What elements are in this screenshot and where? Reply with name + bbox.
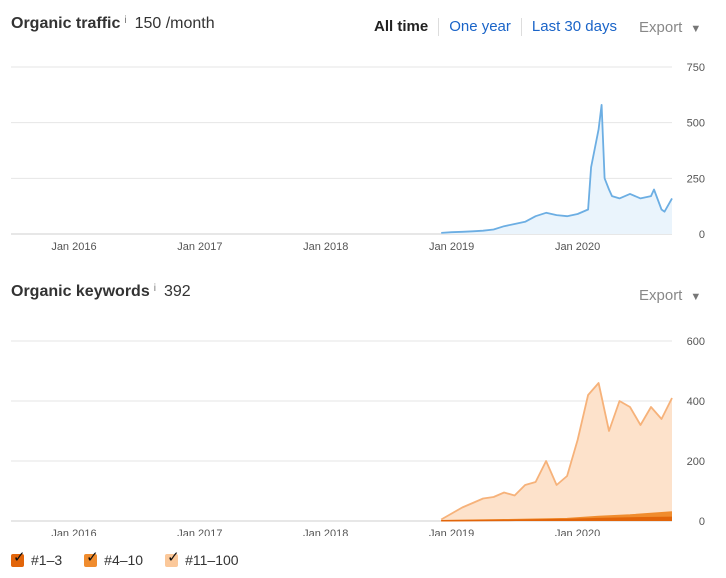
legend-item-11-100[interactable]: ✓ #11–100 [165, 550, 239, 568]
checkmark-icon: ✓ [13, 548, 26, 566]
traffic-series-line-0 [441, 104, 673, 234]
checkmark-icon: ✓ [167, 548, 180, 566]
time-range-tabs: All time One year Last 30 days [364, 18, 627, 36]
y-tick-label: 0 [699, 516, 705, 528]
y-tick-label: 250 [687, 173, 705, 185]
legend-label: #1–3 [31, 552, 63, 568]
info-icon[interactable]: i [124, 15, 127, 26]
x-tick-label: Jan 2016 [51, 528, 96, 536]
keywords-series-line-0 [441, 516, 673, 522]
organic-traffic-title: Organic traffic [11, 15, 121, 32]
keywords-series-line-2 [440, 382, 673, 521]
export-label: Export [639, 287, 683, 304]
info-icon[interactable]: i [153, 283, 156, 294]
y-tick-label: 500 [687, 118, 705, 130]
tab-last-30-days[interactable]: Last 30 days [531, 18, 617, 35]
organic-traffic-header: Organic traffic i 150 /month [11, 15, 215, 33]
organic-keywords-header: Organic keywords i 392 [11, 283, 191, 301]
traffic-export-button[interactable]: Export ▼ [639, 19, 701, 36]
keywords-legend: ✓ #1–3 ✓ #4–10 ✓ #11–100 [11, 550, 261, 568]
y-tick-label: 200 [687, 456, 705, 468]
organic-traffic-chart: 0 250 500 750 Jan 2016 Jan 2017 Jan 2018 Jan 20… [11, 62, 705, 253]
x-tick-label: Jan 2016 [51, 241, 96, 253]
legend-item-top-3[interactable]: ✓ #1–3 [11, 550, 63, 568]
checkbox-icon[interactable]: ✓ [165, 550, 180, 567]
x-tick-label: Jan 2017 [177, 241, 222, 253]
x-tick-label: Jan 2019 [429, 528, 474, 536]
checkmark-icon: ✓ [86, 548, 99, 566]
checkbox-icon[interactable]: ✓ [84, 550, 99, 567]
tab-all-time[interactable]: All time [364, 18, 440, 36]
x-tick-label: Jan 2020 [555, 528, 600, 536]
organic-keywords-title: Organic keywords [11, 283, 150, 300]
organic-traffic-value: 150 /month [134, 15, 215, 32]
traffic-series-area-0 [441, 104, 672, 235]
organic-traffic-panel: 0 250 500 750 Jan 2016 Jan 2017 Jan 2018 Jan 20… [0, 0, 726, 262]
y-tick-label: 750 [687, 62, 705, 74]
x-tick-label: Jan 2017 [177, 528, 222, 536]
tab-one-year[interactable]: One year [439, 18, 522, 36]
organic-keywords-panel: 0 200 400 600 Jan 2016 Jan 2017 Jan 2018 Jan 20… [0, 268, 726, 536]
export-label: Export [639, 19, 683, 36]
legend-item-4-10[interactable]: ✓ #4–10 [84, 550, 144, 568]
keywords-export-button[interactable]: Export ▼ [639, 287, 701, 304]
legend-label: #11–100 [185, 552, 239, 568]
y-tick-label: 400 [687, 396, 705, 408]
organic-keywords-chart: 0 200 400 600 Jan 2016 Jan 2017 Jan 2018 Jan 20… [11, 336, 705, 536]
x-tick-label: Jan 2018 [303, 241, 348, 253]
chevron-down-icon: ▼ [690, 23, 702, 35]
x-tick-label: Jan 2018 [303, 528, 348, 536]
chevron-down-icon: ▼ [690, 291, 702, 303]
organic-keywords-value: 392 [163, 283, 191, 300]
x-tick-label: Jan 2019 [429, 241, 474, 253]
y-tick-label: 0 [699, 229, 705, 241]
x-tick-label: Jan 2020 [555, 241, 600, 253]
keywords-series-area-2 [441, 383, 672, 521]
checkbox-icon[interactable]: ✓ [11, 550, 26, 567]
legend-label: #4–10 [104, 552, 144, 568]
y-tick-label: 600 [687, 336, 705, 348]
